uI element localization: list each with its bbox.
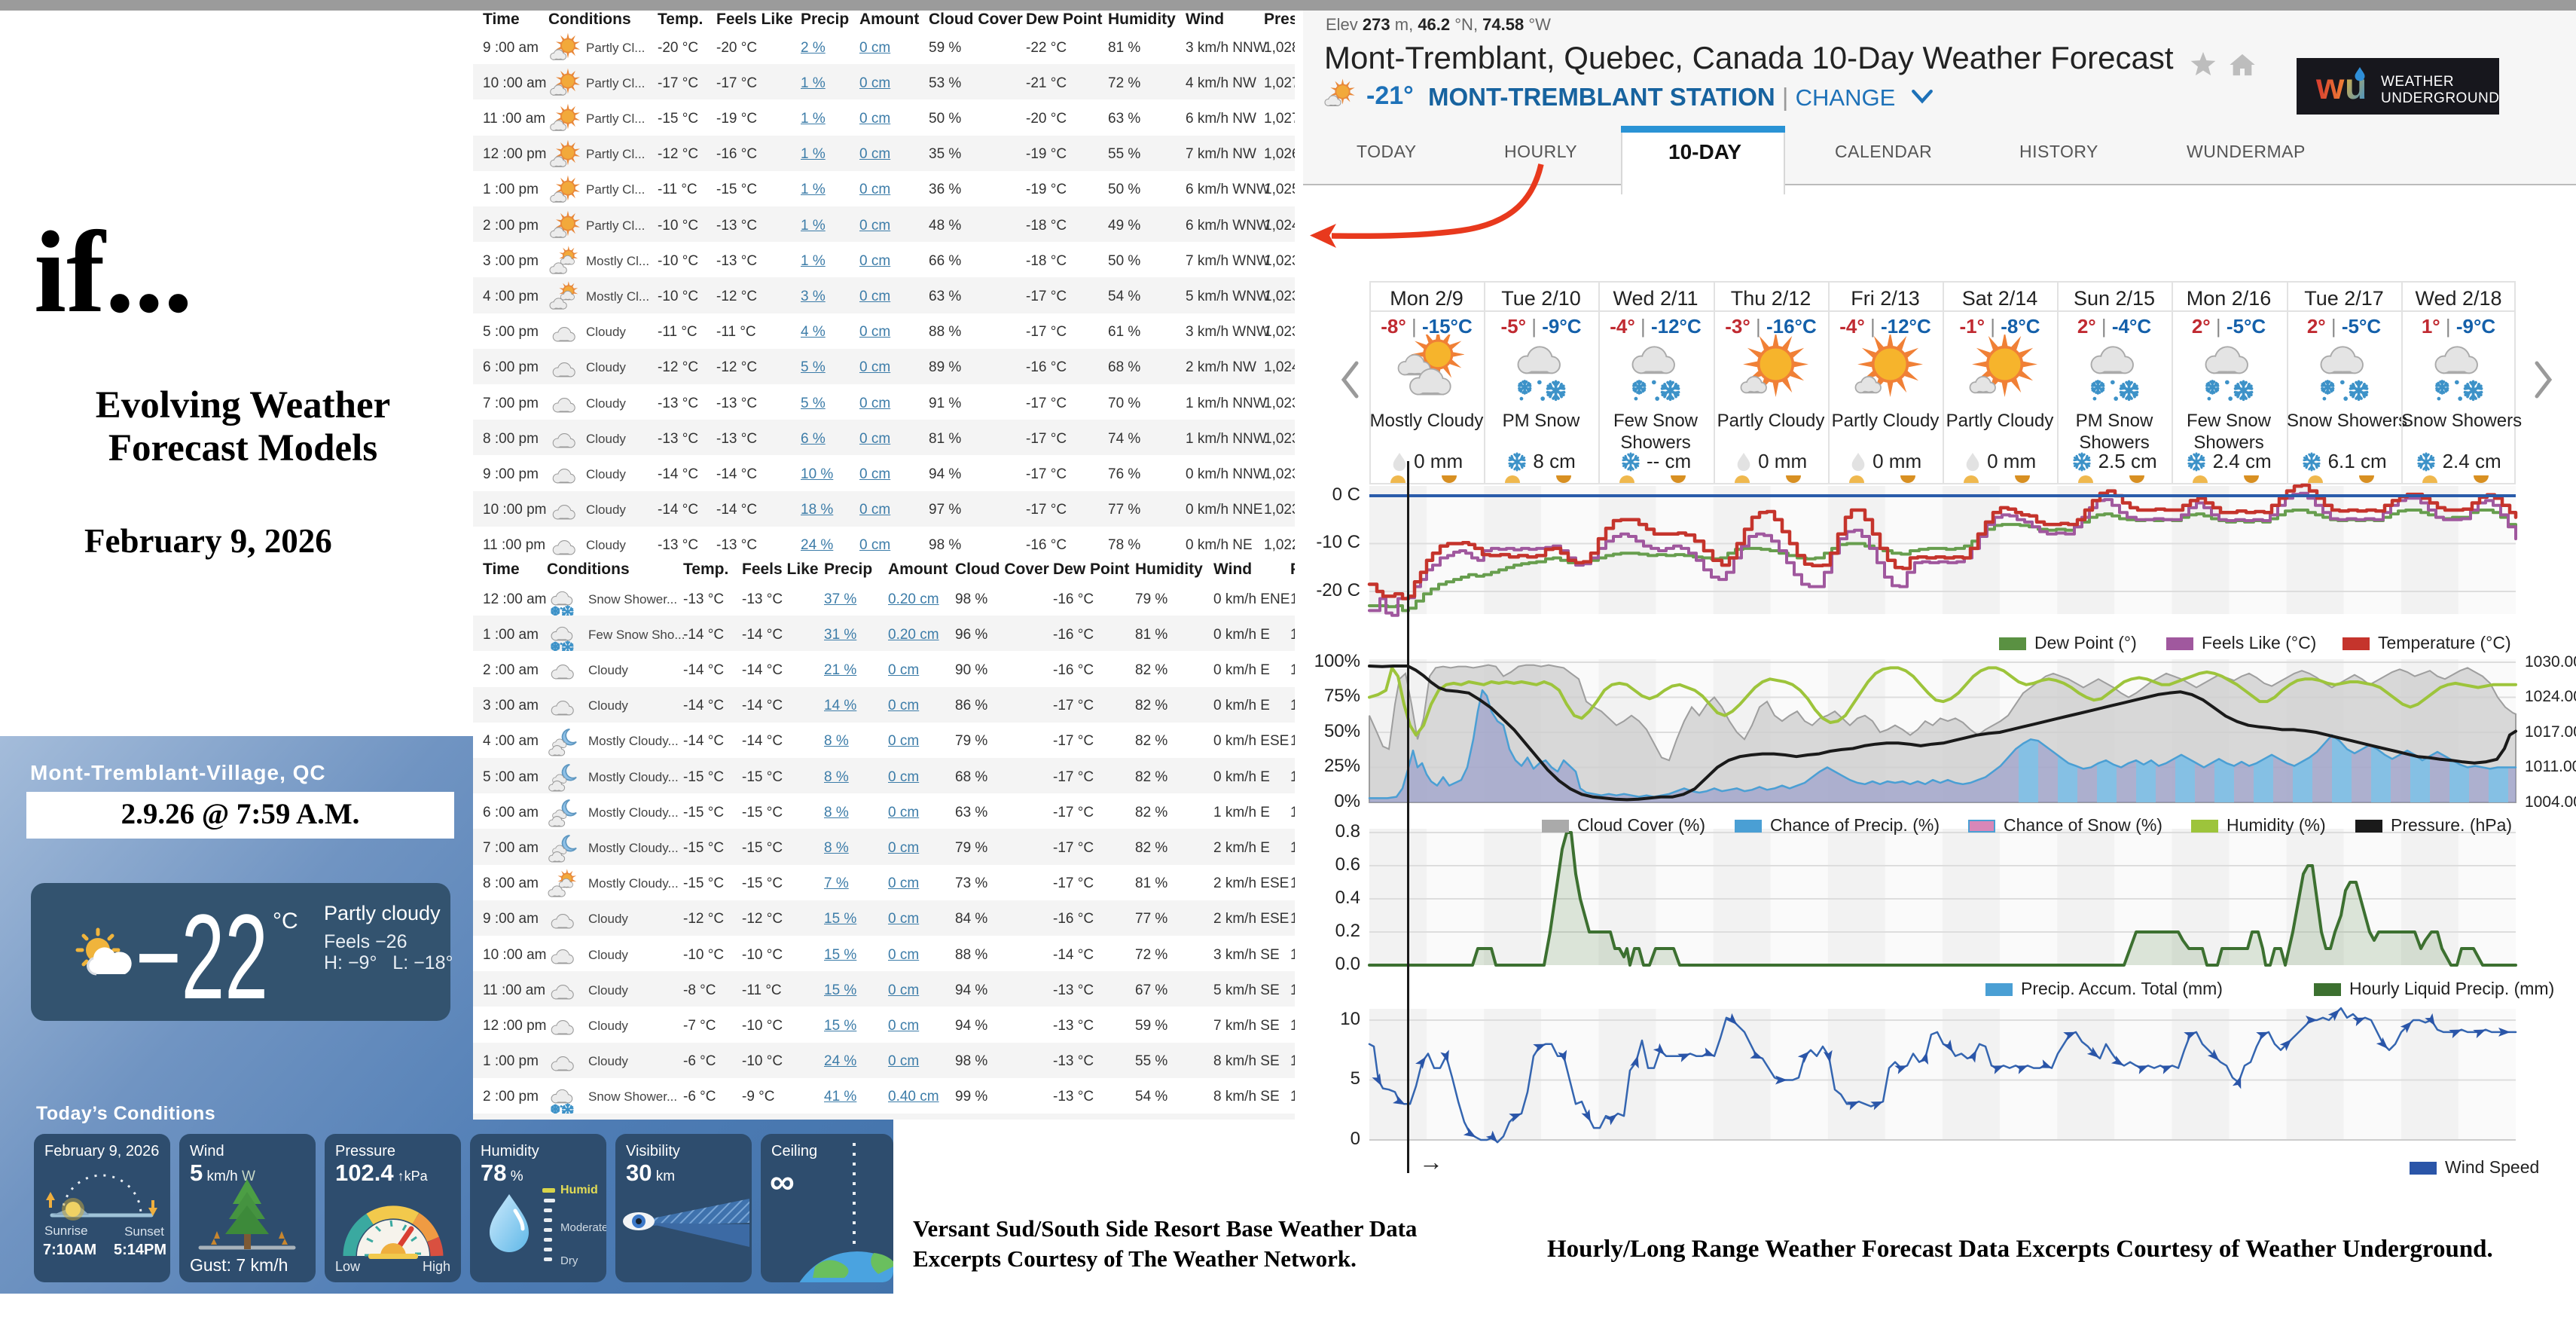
svg-text:WEATHER: WEATHER: [2381, 74, 2454, 90]
svg-text:w: w: [2315, 67, 2345, 107]
svg-text:UNDERGROUND: UNDERGROUND: [2381, 90, 2499, 106]
svg-text:−22: −22: [136, 900, 268, 1006]
